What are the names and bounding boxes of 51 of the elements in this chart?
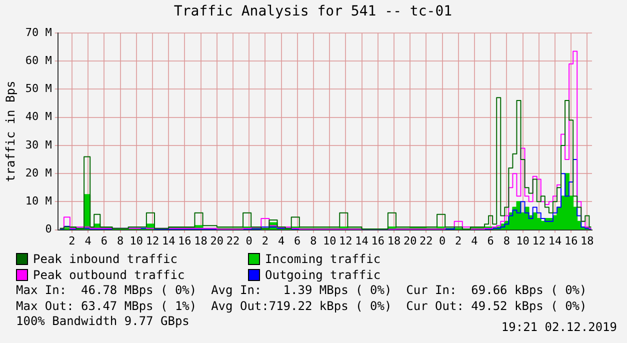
x-tick-label: 10 <box>130 234 143 248</box>
x-tick-label: 16 <box>564 234 578 248</box>
x-tick-label: 22 <box>420 234 433 248</box>
x-tick-label: 22 <box>226 234 240 248</box>
text: 100% Bandwidth 9.77 GBps <box>16 314 190 328</box>
x-tick-label: 2 <box>262 234 268 248</box>
x-tick-label: 6 <box>100 234 108 248</box>
x-tick-label: 16 <box>178 234 192 248</box>
x-tick-label: 14 <box>162 234 176 248</box>
y-tick-label: 50 M <box>25 82 52 96</box>
legend-label: Outgoing traffic <box>265 268 381 282</box>
x-tick-label: 4 <box>84 234 92 248</box>
x-tick-label: 4 <box>471 234 478 248</box>
x-tick-label: 8 <box>310 234 317 248</box>
y-tick-label: 10 M <box>25 194 52 208</box>
x-tick-label: 20 <box>210 234 224 248</box>
x-tick-label: 0 <box>246 234 252 248</box>
x-tick-label: 2 <box>455 234 462 248</box>
x-tick-label: 14 <box>355 234 369 248</box>
x-tick-label: 10 <box>516 234 530 248</box>
x-tick-label: 8 <box>503 234 510 248</box>
x-tick-label: 8 <box>116 234 124 248</box>
legend-label: Peak outbound traffic <box>33 268 185 282</box>
x-tick-label: 12 <box>146 234 160 248</box>
y-axis-title: traffic in Bps <box>3 80 18 182</box>
legend-label: Peak inbound traffic <box>33 252 178 266</box>
x-tick-label: 18 <box>387 234 401 248</box>
x-tick-label: 6 <box>487 234 494 248</box>
y-tick-label: 60 M <box>25 54 52 67</box>
y-tick-label: 40 M <box>25 110 52 124</box>
text: 19:21 02.12.2019 <box>501 320 617 334</box>
x-tick-label: 12 <box>532 234 546 248</box>
x-tick-label: 12 <box>339 234 352 248</box>
legend-label: Incoming traffic <box>265 252 381 266</box>
y-tick-label: 30 M <box>25 138 52 152</box>
x-tick-label: 20 <box>403 234 417 248</box>
chart-title: Traffic Analysis for 541 -- tc-01 <box>174 4 452 20</box>
x-tick-label: 6 <box>294 234 301 248</box>
y-tick-label: 20 M <box>25 166 52 180</box>
x-tick-label: 4 <box>278 234 285 248</box>
text: Max Out: 63.47 MBps ( 1%) Avg Out:719.22 kBps ( 0%) Cur Out: 49.52 kBps ( 0%) <box>16 298 587 314</box>
x-tick-label: 0 <box>438 234 446 248</box>
x-tick-label: 18 <box>194 234 208 248</box>
x-tick-label: 18 <box>580 234 594 248</box>
text: Max In: 46.78 MBps ( 0%) Avg In: 1.39 MBps ( 0%) Cur In: 69.66 kBps ( 0%) <box>16 283 587 298</box>
x-tick-label: 10 <box>322 234 336 248</box>
y-tick-label: 0 <box>45 222 52 236</box>
x-tick-label: 14 <box>548 234 562 248</box>
y-tick-label: 70 M <box>25 26 52 39</box>
x-tick-label: 2 <box>68 234 76 248</box>
x-tick-label: 16 <box>371 234 384 248</box>
